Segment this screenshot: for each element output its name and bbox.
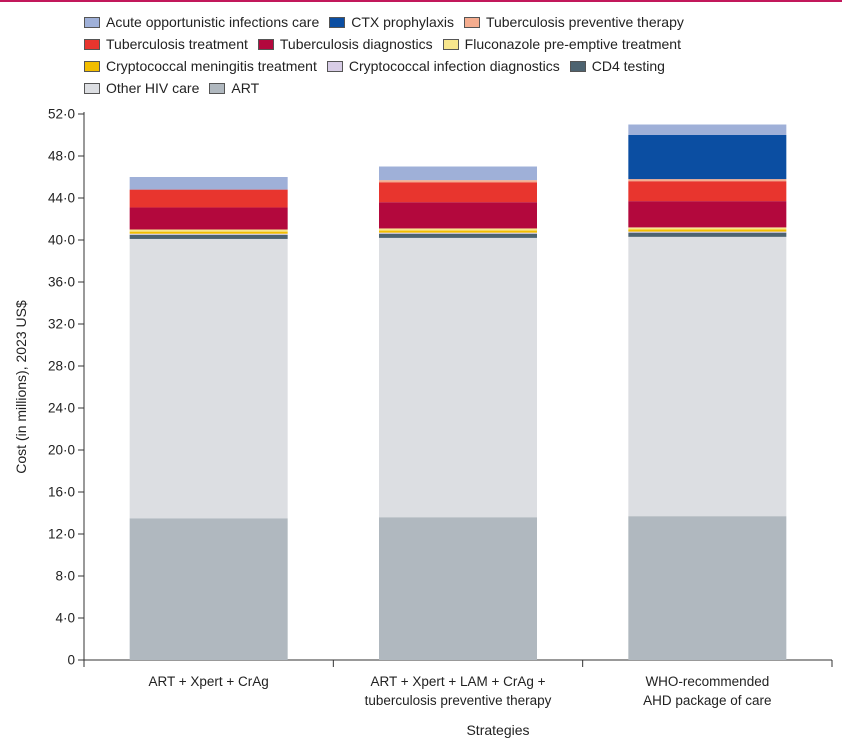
legend-label: Other HIV care — [106, 80, 200, 96]
header-accent-line — [0, 0, 842, 2]
legend-item: CD4 testing — [569, 58, 665, 74]
legend-swatch — [84, 60, 100, 72]
bar-segment-cryptococcal-meningitis-treatment — [628, 229, 787, 232]
y-tick-label: 20·0 — [48, 443, 75, 458]
y-tick-label: 36·0 — [48, 275, 75, 290]
bar-segment-cd4-testing — [379, 233, 537, 238]
bar-segment-tuberculosis-diagnostics — [628, 201, 787, 228]
y-tick-label: 16·0 — [48, 485, 75, 500]
legend-swatch — [257, 38, 274, 50]
legend-swatch — [442, 38, 459, 50]
y-tick-label: 24·0 — [48, 401, 75, 416]
legend-item: Fluconazole pre-emptive treatment — [442, 36, 681, 52]
y-tick-label: 52·0 — [48, 107, 75, 122]
y-tick-label: 44·0 — [48, 191, 75, 206]
bar-segment-tuberculosis-preventive-therapy — [628, 179, 787, 182]
chart-legend: Acute opportunistic infections care CTX p… — [84, 11, 824, 99]
x-category-label: ART + Xpert + CrAg — [149, 674, 269, 689]
bar-segment-fluconazole-pre-emptive-treatment — [129, 229, 288, 232]
legend-label: Cryptococcal infection diagnostics — [348, 58, 560, 74]
legend-item: Cryptococcal meningitis treatment — [84, 58, 317, 74]
x-category-label: AHD package of care — [643, 693, 771, 708]
legend-label: ART — [231, 80, 260, 96]
bar-segment-cryptococcal-infection-diagnostics — [379, 232, 537, 234]
bar-segment-cryptococcal-meningitis-treatment — [129, 231, 288, 234]
y-tick-label: 48·0 — [48, 149, 75, 164]
bar-segment-tuberculosis-diagnostics — [379, 202, 537, 229]
legend-item: ART — [209, 80, 259, 96]
legend-item: Other HIV care — [84, 80, 199, 96]
legend-label: CTX prophylaxis — [351, 14, 454, 30]
legend-row: Cryptococcal meningitis treatment Cryptoc… — [84, 55, 824, 77]
legend-swatch — [463, 16, 480, 28]
y-tick-label: 12·0 — [48, 527, 75, 542]
legend-item: Tuberculosis diagnostics — [257, 36, 433, 52]
bar-segment-cryptococcal-meningitis-treatment — [379, 230, 537, 233]
bar-segment-art — [379, 517, 537, 660]
bar-segment-cryptococcal-infection-diagnostics — [129, 233, 288, 235]
bar-segment-other-hiv-care — [129, 238, 288, 519]
legend-item: Acute opportunistic infections care — [84, 14, 319, 30]
bar-segment-cryptococcal-infection-diagnostics — [628, 231, 787, 233]
legend-label: Fluconazole pre-emptive treatment — [464, 36, 681, 52]
legend-item: Tuberculosis preventive therapy — [463, 14, 684, 30]
x-category-label: ART + Xpert + LAM + CrAg + — [370, 674, 545, 689]
legend-swatch — [84, 38, 100, 50]
legend-item: Tuberculosis treatment — [84, 36, 248, 52]
bar-segment-tuberculosis-treatment — [129, 189, 288, 208]
bar-segment-other-hiv-care — [379, 237, 537, 518]
bar-segment-cd4-testing — [628, 232, 787, 237]
legend-swatch — [209, 82, 226, 94]
x-category-label: tuberculosis preventive therapy — [365, 693, 552, 708]
legend-item: Cryptococcal infection diagnostics — [326, 58, 560, 74]
bar-segment-tuberculosis-treatment — [379, 182, 537, 203]
y-tick-label: 28·0 — [48, 359, 75, 374]
bar-segment-tuberculosis-diagnostics — [129, 207, 288, 230]
bar-segment-tuberculosis-treatment — [628, 181, 787, 202]
bar-segment-art — [129, 518, 288, 660]
legend-swatch — [84, 16, 100, 28]
bar-segment-fluconazole-pre-emptive-treatment — [379, 228, 537, 231]
bar-segment-acute-opportunistic-infections-care — [628, 124, 787, 135]
bar-segment-other-hiv-care — [628, 236, 787, 517]
legend-label: CD4 testing — [591, 58, 665, 74]
legend-swatch — [326, 60, 343, 72]
x-axis-title: Strategies — [466, 722, 529, 738]
y-tick-label: 8·0 — [55, 569, 75, 584]
y-tick-label: 4·0 — [55, 611, 75, 626]
legend-label: Acute opportunistic infections care — [106, 14, 320, 30]
legend-label: Tuberculosis treatment — [106, 36, 248, 52]
legend-label: Tuberculosis preventive therapy — [485, 14, 684, 30]
y-tick-label: 0 — [67, 653, 75, 668]
x-category-label: WHO-recommended — [645, 674, 769, 689]
bar-segment-cd4-testing — [129, 234, 288, 239]
bar-segment-ctx-prophylaxis — [628, 135, 787, 180]
bar-segment-fluconazole-pre-emptive-treatment — [628, 227, 787, 230]
legend-item: CTX prophylaxis — [329, 14, 454, 30]
legend-row: Tuberculosis treatment Tuberculosis diagn… — [84, 33, 824, 55]
legend-swatch — [84, 82, 100, 94]
bar-segment-art — [628, 516, 787, 660]
y-axis-title: Cost (in millions), 2023 US$ — [13, 300, 29, 474]
bar-segment-tuberculosis-preventive-therapy — [379, 180, 537, 183]
legend-row: Acute opportunistic infections care CTX p… — [84, 11, 824, 33]
legend-swatch — [329, 16, 346, 28]
bar-segment-acute-opportunistic-infections-care — [129, 177, 288, 190]
legend-row: Other HIV care ART — [84, 77, 824, 99]
y-tick-label: 40·0 — [48, 233, 75, 248]
bar-segment-acute-opportunistic-infections-care — [379, 166, 537, 181]
legend-swatch — [569, 60, 586, 72]
legend-label: Tuberculosis diagnostics — [279, 36, 433, 52]
legend-label: Cryptococcal meningitis treatment — [106, 58, 317, 74]
y-tick-label: 32·0 — [48, 317, 75, 332]
